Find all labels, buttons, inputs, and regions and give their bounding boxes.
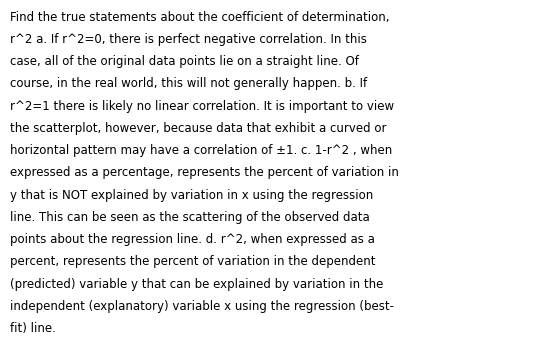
Text: r^2 a. If r^2=0, there is perfect negative correlation. In this: r^2 a. If r^2=0, there is perfect negati… [10,33,367,46]
Text: case, all of the original data points lie on a straight line. Of: case, all of the original data points li… [10,55,359,68]
Text: line. This can be seen as the scattering of the observed data: line. This can be seen as the scattering… [10,211,370,224]
Text: points about the regression line. d. r^2, when expressed as a: points about the regression line. d. r^2… [10,233,375,246]
Text: percent, represents the percent of variation in the dependent: percent, represents the percent of varia… [10,256,376,268]
Text: r^2=1 there is likely no linear correlation. It is important to view: r^2=1 there is likely no linear correlat… [10,100,394,113]
Text: the scatterplot, however, because data that exhibit a curved or: the scatterplot, however, because data t… [10,122,387,135]
Text: expressed as a percentage, represents the percent of variation in: expressed as a percentage, represents th… [10,167,399,179]
Text: Find the true statements about the coefficient of determination,: Find the true statements about the coeff… [10,11,389,24]
Text: independent (explanatory) variable x using the regression (best-: independent (explanatory) variable x usi… [10,300,394,313]
Text: course, in the real world, this will not generally happen. b. If: course, in the real world, this will not… [10,78,367,90]
Text: fit) line.: fit) line. [10,322,56,335]
Text: (predicted) variable y that can be explained by variation in the: (predicted) variable y that can be expla… [10,278,383,291]
Text: horizontal pattern may have a correlation of ±1. c. 1-r^2 , when: horizontal pattern may have a correlatio… [10,144,392,157]
Text: y that is NOT explained by variation in x using the regression: y that is NOT explained by variation in … [10,189,373,202]
